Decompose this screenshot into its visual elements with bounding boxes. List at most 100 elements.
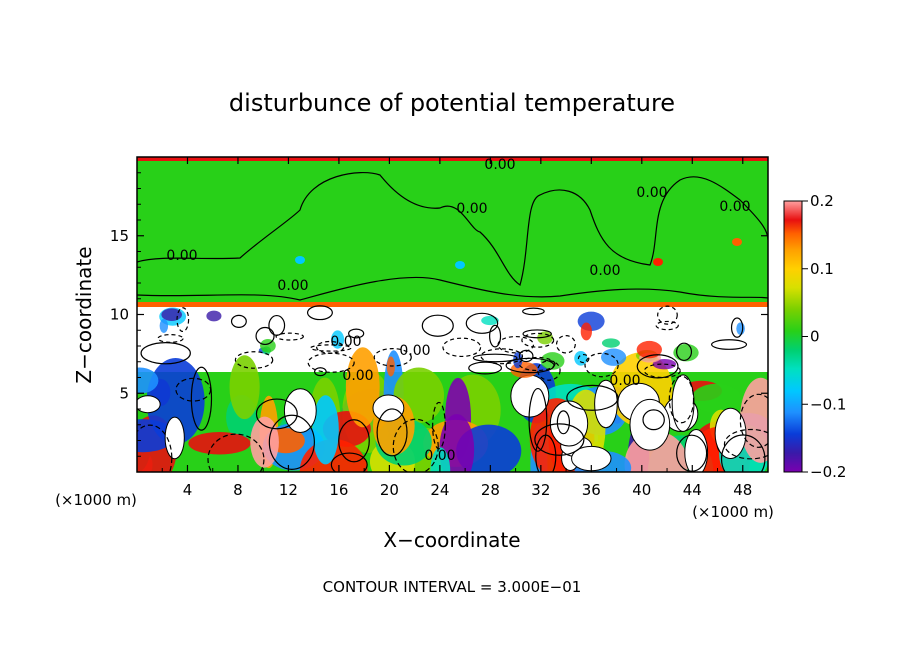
zero-contour	[137, 276, 768, 301]
colorbar-gradient	[783, 200, 803, 473]
anomaly-blob	[146, 358, 205, 445]
contour-loop	[518, 356, 556, 372]
anomaly-blob	[739, 377, 768, 463]
x-tick-label: 20	[380, 481, 399, 499]
y-axis-label: Z−coordinate	[72, 246, 96, 383]
anomaly-blob	[636, 340, 662, 359]
x-tick-label: 32	[531, 481, 550, 499]
x-unit-right: (×1000 m)	[692, 503, 774, 521]
contour-label: 0.00	[719, 199, 750, 215]
anomaly-blob	[206, 310, 222, 322]
contour-loop	[489, 324, 502, 348]
y-tick-label: 15	[110, 227, 129, 245]
contour-loop	[275, 332, 304, 341]
contour-loop	[376, 408, 408, 457]
contour-loop	[392, 418, 439, 472]
anomaly-blob	[455, 261, 465, 269]
anomaly-blob	[736, 322, 745, 335]
contour-label: 0.00	[399, 343, 430, 359]
x-tick-label: 8	[233, 481, 243, 499]
contour-loop	[505, 357, 555, 374]
contour-loop	[330, 452, 368, 472]
contour-loop	[655, 320, 679, 331]
contour-loop	[306, 305, 333, 321]
contour-loop	[636, 354, 679, 379]
contour-loop	[676, 342, 693, 362]
anomaly-blob	[159, 318, 169, 333]
contour-loop	[711, 339, 748, 350]
anomaly-blob	[260, 338, 276, 353]
anomaly-blob	[295, 256, 305, 264]
heatmap-field: 0.00 0.00 0.00 0.00 0.00 0.00 0.00 0.00 0.00 0.00…	[137, 157, 768, 472]
anomaly-blobs	[137, 238, 768, 472]
contour-label: 0.00	[636, 185, 667, 201]
contour-loop	[472, 353, 518, 363]
contour-loop	[730, 317, 744, 338]
contour-loop	[535, 434, 557, 472]
layer-boundary-band	[137, 302, 768, 307]
contour-label: 0.00	[456, 201, 487, 217]
x-unit-left: (×1000 m)	[55, 491, 137, 509]
neutral-core	[372, 394, 405, 422]
x-tick-label: 28	[481, 481, 500, 499]
contour-loop	[577, 353, 590, 364]
y-tick-label: 5	[119, 384, 129, 402]
x-tick-label: 36	[582, 481, 601, 499]
contour-loop	[739, 393, 768, 448]
contour-loop	[310, 344, 352, 352]
contour-loop	[255, 326, 275, 346]
colorbar-tick-label: 0.2	[810, 192, 834, 210]
x-tick-label: 24	[430, 481, 449, 499]
chart-title: disturbunce of potential temperature	[229, 89, 675, 117]
anomaly-blob	[229, 355, 260, 420]
contour-loop	[190, 366, 213, 431]
contour-loop	[534, 423, 585, 456]
contour-loop	[521, 332, 555, 348]
contour-loop	[497, 335, 535, 354]
x-tick-label: 4	[183, 481, 193, 499]
contour-loop	[720, 434, 766, 472]
anomaly-blob	[574, 351, 588, 366]
anomaly-blob	[137, 367, 159, 394]
x-axis-label: X−coordinate	[383, 528, 520, 552]
contour-labels: 0.00 0.00 0.00 0.00 0.00 0.00 0.00 0.00 0.00 0.00…	[166, 157, 750, 464]
contour-label: 0.00	[342, 368, 373, 384]
contour-label: 0.00	[424, 448, 455, 464]
contour-loop	[338, 419, 370, 463]
neutral-core	[594, 379, 618, 429]
anomaly-blob	[188, 432, 251, 455]
x-tick-label: 40	[632, 481, 651, 499]
contour-loop	[373, 348, 412, 367]
anomaly-blob	[673, 343, 699, 362]
y-axis: 5 10 15	[110, 172, 768, 457]
upper-thin-band	[137, 157, 768, 161]
contour-loop	[723, 428, 768, 460]
contour-label: 0.00	[166, 248, 197, 264]
neutral-core	[164, 416, 185, 460]
x-tick-label: 44	[683, 481, 702, 499]
contour-loop	[230, 314, 247, 328]
contour-loop	[348, 328, 365, 339]
contour-loop	[176, 307, 190, 333]
anomaly-blob	[430, 447, 451, 472]
contour-label: 0.00	[277, 278, 308, 294]
contour-loop	[157, 334, 184, 343]
colorbar-tick-label: −0.2	[810, 463, 846, 481]
colorbar-tick-label: −0.1	[810, 395, 846, 413]
x-tick-label: 12	[279, 481, 298, 499]
anomaly-blob	[345, 347, 380, 428]
contour-loop	[421, 314, 454, 337]
contour-loop	[268, 314, 286, 336]
colorbar-ticks: 0.2 0.1 0 −0.1 −0.2	[802, 192, 846, 481]
anomaly-blob	[691, 383, 742, 413]
contour-loop	[207, 433, 265, 472]
contour-loop	[566, 384, 619, 411]
contour-loop	[537, 360, 561, 381]
neutral-core	[137, 395, 161, 414]
contour-label: 0.00	[589, 263, 620, 279]
anomaly-blob	[653, 258, 663, 266]
contour-loop	[465, 312, 499, 334]
contour-interval-footer: CONTOUR INTERVAL = 3.000E−01	[323, 578, 582, 596]
contour-loop	[234, 351, 274, 369]
